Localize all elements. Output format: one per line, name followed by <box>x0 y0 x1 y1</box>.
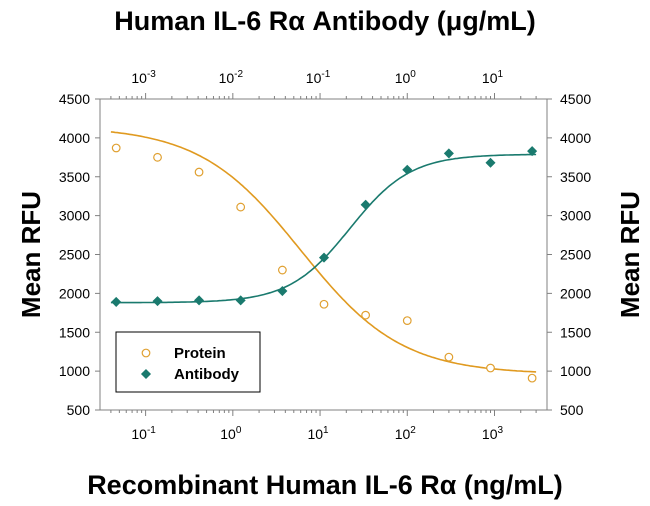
tick-exponent: 3 <box>497 425 503 436</box>
tick-exponent: -1 <box>147 425 156 436</box>
y-tick-label-right: 1500 <box>560 324 591 340</box>
y-tick-label-left: 4000 <box>59 130 90 146</box>
tick-exponent: 0 <box>410 69 416 80</box>
x-tick-label-bottom: 10-1 <box>131 425 156 442</box>
x-tick-label-top: 101 <box>482 69 504 86</box>
antibody-data-point <box>485 157 496 168</box>
antibody-data-point <box>152 296 163 307</box>
x-tick-label-top: 10-2 <box>219 69 244 86</box>
y-tick-label-left: 1500 <box>59 324 90 340</box>
y-tick-label-right: 1000 <box>560 363 591 379</box>
y-tick-label-left: 4500 <box>59 91 90 107</box>
tick-base: 10 <box>307 426 323 442</box>
chart-top-axis-title: Human IL-6 Rα Antibody (μg/mL) <box>114 6 536 36</box>
protein-data-point <box>153 152 162 162</box>
y-tick-label-right: 4000 <box>560 130 591 146</box>
y-tick-label-left: 3000 <box>59 208 90 224</box>
legend-box <box>115 331 261 393</box>
legend-items: Protein Antibody <box>140 345 240 383</box>
antibody-data-point <box>277 286 288 297</box>
tick-base: 10 <box>306 70 322 86</box>
tick-exponent: -3 <box>147 69 156 80</box>
antibody-data-point <box>235 295 246 306</box>
y-axis-title-right: Mean RFU <box>615 191 645 318</box>
protein-data-point <box>402 316 412 325</box>
antibody-fit-curve <box>110 153 537 304</box>
y-tick-label-right: 500 <box>560 402 584 418</box>
legend-label-protein: Protein <box>174 345 226 362</box>
antibody-data-point <box>318 252 330 263</box>
antibody-data-point <box>360 199 371 210</box>
y-tick-label-left: 3500 <box>59 169 90 185</box>
tick-base: 10 <box>219 70 235 86</box>
protein-data-point <box>527 373 537 383</box>
tick-exponent: 1 <box>323 425 329 436</box>
protein-data-point <box>111 143 121 153</box>
y-tick-label-left: 500 <box>67 402 91 418</box>
y-tick-label-left: 2000 <box>59 285 90 301</box>
y-tick-label-left: 2500 <box>59 247 90 263</box>
legend-label-antibody: Antibody <box>174 366 240 383</box>
tick-base: 10 <box>395 426 411 442</box>
tick-exponent: 0 <box>236 425 242 436</box>
legend-marker-antibody <box>140 368 152 380</box>
y-tick-label-right: 2000 <box>560 285 591 301</box>
antibody-data-point <box>402 164 413 175</box>
protein-data-point <box>444 352 454 362</box>
antibody-data-point <box>194 295 205 306</box>
protein-data-point <box>277 265 287 275</box>
x-tick-label-top: 10-3 <box>131 69 156 86</box>
y-axis-title-left: Mean RFU <box>16 191 46 318</box>
marker-layer <box>111 143 538 383</box>
y-tick-label-left: 1000 <box>59 363 90 379</box>
protein-fit-curve <box>110 131 537 373</box>
x-tick-label-bottom: 100 <box>220 425 242 442</box>
tick-base: 10 <box>482 70 498 86</box>
protein-data-point <box>194 167 204 177</box>
antibody-data-point <box>443 148 454 159</box>
x-tick-label-bottom: 101 <box>307 425 329 442</box>
tick-exponent: -2 <box>234 69 243 80</box>
y-tick-label-right: 4500 <box>560 91 591 107</box>
protein-data-point <box>361 310 371 320</box>
antibody-data-point <box>527 146 538 157</box>
protein-data-point <box>236 202 246 212</box>
tick-base: 10 <box>131 426 147 442</box>
tick-exponent: 1 <box>497 69 503 80</box>
antibody-data-point <box>111 296 122 307</box>
x-tick-label-bottom: 102 <box>395 425 417 442</box>
y-tick-label-right: 3500 <box>560 169 591 185</box>
tick-base: 10 <box>131 70 147 86</box>
protein-data-point <box>486 363 495 373</box>
protein-data-point <box>319 299 329 309</box>
tick-base: 10 <box>482 426 498 442</box>
x-tick-label-bottom: 103 <box>482 425 504 442</box>
x-axis-title: Recombinant Human IL-6 Rα (ng/mL) <box>87 470 563 500</box>
tick-exponent: 2 <box>410 425 416 436</box>
legend: Protein Antibody <box>115 331 261 393</box>
tick-base: 10 <box>395 70 411 86</box>
tick-exponent: -1 <box>321 69 330 80</box>
legend-marker-protein <box>141 348 151 358</box>
x-tick-label-top: 100 <box>395 69 417 86</box>
tick-base: 10 <box>220 426 236 442</box>
x-tick-label-top: 10-1 <box>306 69 331 86</box>
y-tick-label-right: 3000 <box>560 208 591 224</box>
y-tick-label-right: 2500 <box>560 247 591 263</box>
